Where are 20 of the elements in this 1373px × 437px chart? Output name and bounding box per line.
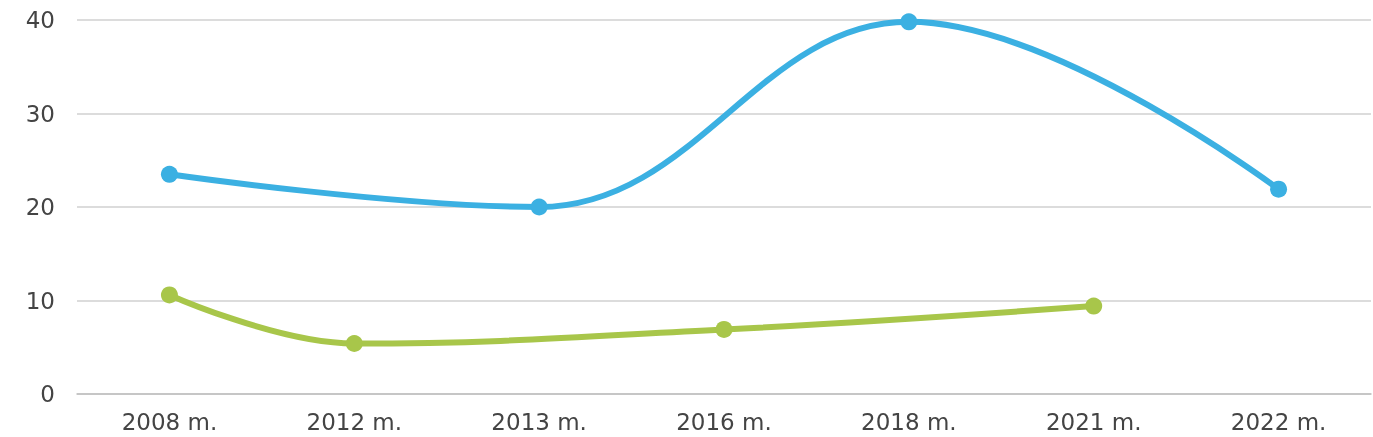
x-tick-label: 2022 m. — [1230, 408, 1327, 435]
point — [715, 320, 733, 338]
x-tick-label: 2008 m. — [121, 408, 218, 435]
y-tick-label: 20 — [25, 194, 55, 220]
point — [530, 198, 548, 216]
x-tick-label: 2013 m. — [491, 408, 587, 435]
x-tick-label: 2021 m. — [1045, 408, 1142, 435]
y-tick-label: 10 — [25, 287, 55, 314]
point — [1085, 297, 1103, 315]
point — [345, 335, 363, 353]
y-tick-label: 30 — [25, 100, 55, 127]
point — [160, 286, 178, 304]
point — [900, 13, 918, 31]
x-tick-label: 2012 m. — [306, 408, 403, 435]
x-tick-label: 2016 m. — [676, 408, 772, 435]
y-tick-label: 0 — [40, 381, 55, 407]
point — [1270, 180, 1288, 198]
x-tick-label: 2018 m. — [861, 408, 957, 435]
point — [160, 165, 178, 183]
y-tick-label: 40 — [25, 7, 55, 33]
